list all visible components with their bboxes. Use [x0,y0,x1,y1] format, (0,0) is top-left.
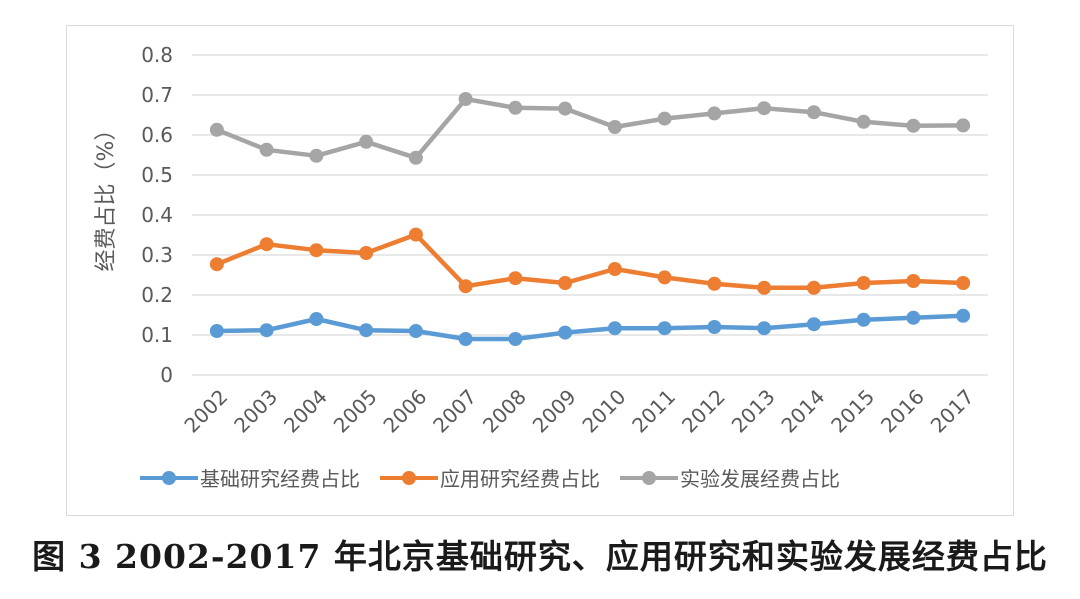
legend-item-applied: 应用研究经费占比 [380,463,600,492]
data-point-series-2 [309,148,324,163]
data-point-series-1 [508,271,523,286]
legend-label-applied: 应用研究经费占比 [440,467,600,491]
x-tick-label: 2004 [279,385,332,438]
data-point-series-0 [707,320,722,334]
y-tick-label: 0.8 [141,43,173,67]
data-point-series-1 [956,276,971,290]
x-tick-label: 2005 [329,385,382,438]
data-point-series-1 [359,246,374,260]
x-tick-label: 2010 [577,385,630,438]
data-point-series-2 [906,118,921,133]
data-point-series-0 [508,332,523,346]
y-tick-label: 0.6 [141,123,173,147]
legend-swatch-applied [380,469,438,487]
data-point-series-2 [209,122,224,137]
data-point-series-1 [558,276,573,290]
data-point-series-1 [209,257,224,272]
data-point-series-2 [856,114,871,129]
x-tick-label: 2013 [727,385,780,438]
data-point-series-0 [458,332,473,346]
data-point-series-0 [856,312,871,327]
data-point-series-1 [757,280,772,295]
data-point-series-2 [657,111,672,126]
data-point-series-2 [558,101,573,116]
data-point-series-1 [906,274,921,288]
y-tick-label: 0.2 [141,283,173,307]
y-tick-label: 0.7 [141,83,173,107]
data-point-series-0 [956,308,971,323]
data-point-series-1 [707,276,722,291]
x-tick-label: 2002 [179,385,232,438]
data-point-series-0 [558,325,573,340]
x-tick-label: 2006 [378,385,431,438]
series-line-0 [216,313,964,342]
data-point-series-0 [209,324,224,338]
data-point-series-0 [259,323,274,338]
data-point-series-1 [856,276,871,290]
data-point-series-2 [707,106,722,121]
x-tick-label: 2009 [528,385,581,438]
data-point-series-0 [359,323,374,338]
legend-label-basic: 基础研究经费占比 [200,467,360,491]
data-point-series-1 [408,227,423,242]
legend-swatch-experimental [620,469,678,487]
series-line-2 [216,96,964,161]
data-point-series-2 [408,150,423,165]
x-tick-label: 2014 [776,385,829,438]
data-point-series-1 [309,243,324,258]
legend: 基础研究经费占比 应用研究经费占比 实验发展经费占比 [140,463,860,492]
data-point-series-1 [458,279,473,294]
series-line-1 [216,232,964,291]
data-point-series-0 [657,321,672,336]
data-point-series-0 [408,324,423,338]
data-point-series-2 [259,142,274,157]
data-point-series-2 [806,105,821,120]
y-tick-label: 0 [160,363,173,387]
data-point-series-2 [508,100,523,115]
data-point-series-0 [806,317,821,332]
y-tick-label: 0.1 [141,323,173,347]
chart-frame [66,25,1014,516]
x-tick-label: 2017 [926,385,979,438]
x-tick-label: 2007 [428,385,481,438]
data-point-series-1 [806,280,821,295]
x-tick-label: 2015 [826,385,879,438]
data-point-series-2 [956,118,971,133]
data-point-series-0 [607,321,622,336]
legend-item-experimental: 实验发展经费占比 [620,463,840,492]
data-point-series-0 [757,321,772,336]
legend-swatch-basic [140,469,198,487]
x-tick-label: 2011 [627,385,680,438]
x-tick-label: 2008 [478,385,531,438]
legend-label-experimental: 实验发展经费占比 [680,467,840,491]
data-point-series-1 [607,262,622,276]
data-point-series-0 [906,310,921,325]
figure-caption: 图 3 2002-2017 年北京基础研究、应用研究和实验发展经费占比 [32,537,1048,576]
x-tick-label: 2016 [876,385,929,438]
y-tick-label: 0.3 [141,243,173,267]
y-tick-label: 0.5 [141,163,173,187]
data-point-series-2 [359,134,374,149]
y-tick-label: 0.4 [141,203,173,227]
x-tick-label: 2003 [229,385,282,438]
data-point-series-1 [259,237,274,252]
data-point-series-0 [309,312,324,326]
y-axis-label: 经费占比（%） [94,119,119,272]
legend-item-basic: 基础研究经费占比 [140,463,360,492]
data-point-series-2 [607,120,622,134]
x-tick-label: 2012 [677,385,730,438]
data-point-series-1 [657,270,672,285]
data-point-series-2 [757,101,772,116]
data-point-series-2 [458,92,473,106]
